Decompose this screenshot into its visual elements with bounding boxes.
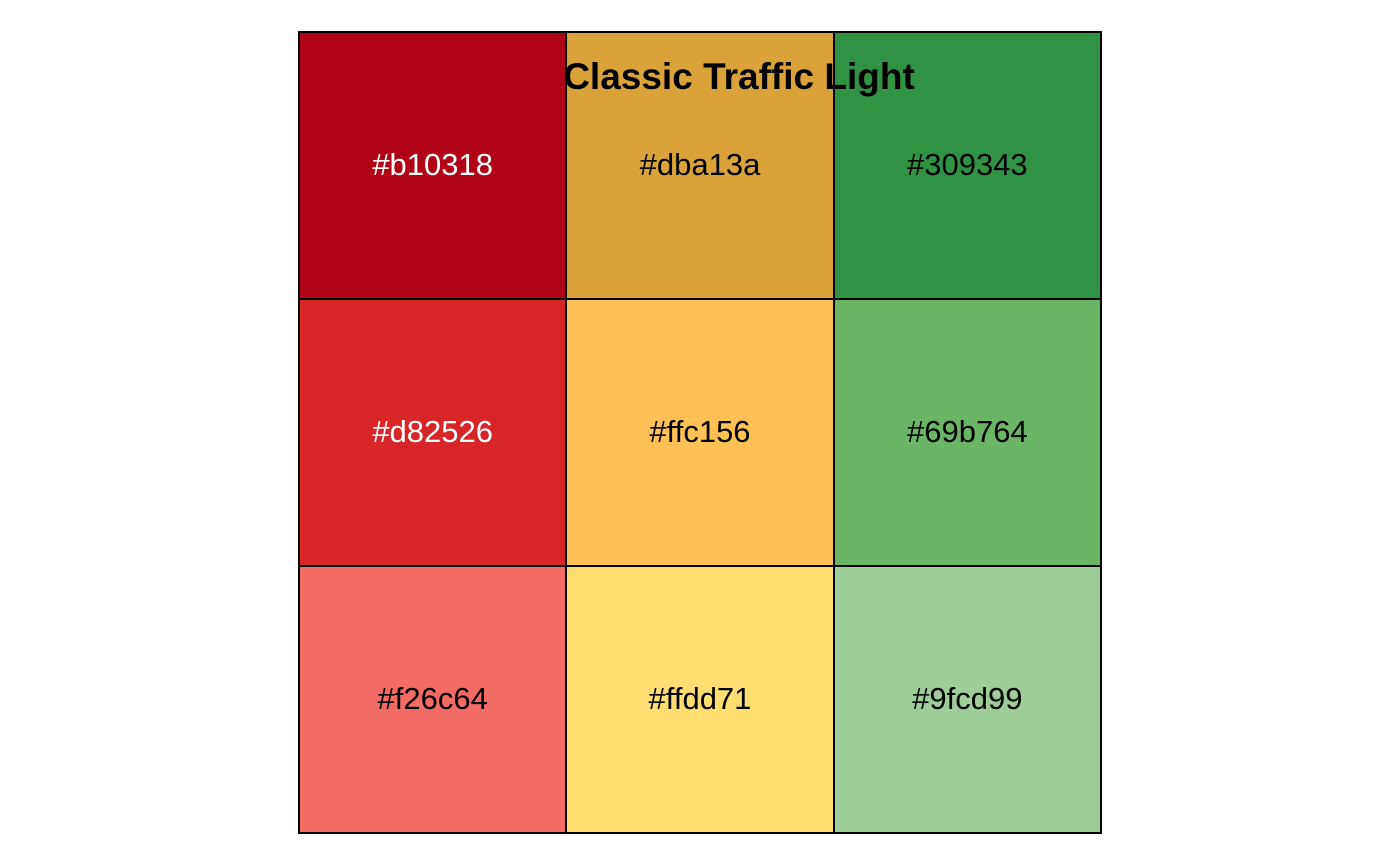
swatch-label: #f26c64 (377, 681, 488, 716)
swatch-d82526: #d82526 (300, 300, 566, 565)
palette-grid: #b10318 #dba13a #309343 #d82526 #ffc156 … (298, 31, 1102, 834)
swatch-dba13a: #dba13a (567, 33, 833, 298)
swatch-label: #b10318 (372, 147, 493, 182)
swatch-label: #ffc156 (649, 414, 751, 449)
swatch-f26c64: #f26c64 (300, 567, 566, 832)
swatch-b10318: #b10318 (300, 33, 566, 298)
swatch-ffdd71: #ffdd71 (567, 567, 833, 832)
swatch-label: #309343 (906, 147, 1028, 182)
swatch-label: #9fcd99 (912, 681, 1023, 716)
swatch-69b764: #69b764 (834, 300, 1100, 565)
swatch-label: #d82526 (372, 414, 493, 449)
swatch-label: #dba13a (639, 147, 761, 182)
swatch-9fcd99: #9fcd99 (834, 567, 1100, 832)
swatch-label: #69b764 (906, 414, 1028, 449)
swatch-ffc156: #ffc156 (567, 300, 833, 565)
swatch-309343: #309343 (834, 33, 1100, 298)
palette-title: Classic Traffic Light (563, 56, 915, 97)
swatch-label: #ffdd71 (648, 681, 752, 716)
